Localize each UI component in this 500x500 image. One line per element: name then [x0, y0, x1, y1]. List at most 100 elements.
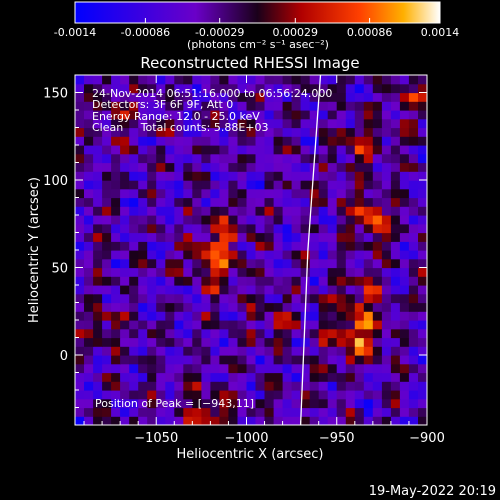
heatmap-cell: [309, 215, 320, 225]
heatmap-cell: [147, 302, 157, 312]
heatmap-cell: [372, 390, 383, 400]
heatmap-cell: [255, 241, 266, 251]
heatmap-cell: [102, 241, 112, 251]
heatmap-cell: [363, 127, 374, 137]
heatmap-cell: [327, 416, 338, 425]
heatmap-cell: [210, 75, 220, 85]
heatmap-cell: [336, 276, 347, 286]
heatmap-cell: [165, 285, 175, 295]
heatmap-cell: [120, 241, 130, 251]
heatmap-cells: [75, 75, 427, 425]
heatmap-cell: [381, 328, 392, 339]
heatmap-cell: [237, 223, 248, 234]
heatmap-cell: [192, 258, 202, 269]
heatmap-cell: [147, 145, 157, 155]
heatmap-cell: [237, 302, 248, 312]
heatmap-cell: [120, 171, 130, 181]
heatmap-cell: [183, 258, 193, 269]
heatmap-cell: [210, 320, 220, 330]
heatmap-cell: [418, 285, 427, 295]
heatmap-cell: [111, 118, 121, 129]
heatmap-cell: [399, 337, 410, 347]
heatmap-cell: [84, 355, 94, 365]
heatmap-cell: [147, 398, 157, 409]
heatmap-cell: [255, 83, 266, 94]
heatmap-cell: [120, 346, 130, 356]
heatmap-cell: [75, 302, 85, 312]
heatmap-cell: [147, 206, 157, 216]
heatmap-cell: [102, 171, 112, 181]
heatmap-cell: [111, 206, 121, 216]
heatmap-cell: [129, 75, 139, 85]
heatmap-cell: [255, 363, 266, 374]
heatmap-cell: [219, 372, 229, 382]
heatmap-cell: [237, 372, 248, 382]
annotation-energy-range: Energy Range: 12.0 - 25.0 keV: [92, 110, 260, 123]
heatmap-cell: [354, 258, 365, 269]
heatmap-cell: [201, 328, 211, 339]
heatmap-cell: [381, 267, 392, 277]
annotation-detectors: Detectors: 3F 6F 9F, Att 0: [92, 98, 233, 111]
heatmap-cell: [165, 328, 175, 339]
heatmap-cell: [111, 110, 121, 120]
heatmap-cell: [120, 92, 130, 102]
heatmap-cell: [165, 293, 175, 304]
heatmap-cell: [111, 363, 121, 374]
heatmap-cell: [318, 145, 329, 155]
heatmap-cell: [418, 83, 427, 94]
heatmap-cell: [273, 188, 284, 199]
heatmap-cell: [138, 416, 148, 425]
heatmap-cell: [129, 127, 139, 137]
heatmap-cell: [84, 407, 94, 417]
heatmap-cell: [300, 118, 311, 129]
heatmap-cell: [84, 136, 94, 146]
heatmap-cell: [318, 180, 329, 190]
heatmap-cell: [174, 215, 184, 225]
heatmap-cell: [201, 75, 211, 85]
heatmap-cell: [120, 293, 130, 304]
heatmap-cell: [282, 83, 293, 94]
heatmap-cell: [219, 407, 229, 417]
heatmap-cell: [228, 416, 238, 425]
heatmap-cell: [147, 328, 157, 339]
heatmap-cell: [327, 75, 338, 85]
heatmap-cell: [228, 101, 238, 111]
heatmap-cell: [147, 250, 157, 260]
heatmap-cell: [165, 232, 175, 242]
heatmap-cell: [363, 180, 374, 190]
heatmap-cell: [318, 285, 329, 295]
heatmap-cell: [165, 118, 175, 129]
heatmap-cell: [273, 258, 284, 269]
heatmap-cell: [418, 346, 427, 356]
x-tick-label: −1000: [224, 431, 268, 446]
heatmap-cell: [354, 162, 365, 172]
heatmap-cell: [183, 346, 193, 356]
heatmap-cell: [147, 407, 157, 417]
heatmap-cell: [354, 407, 365, 417]
heatmap-cell: [201, 363, 211, 374]
heatmap-cell: [165, 241, 175, 251]
heatmap-cell: [111, 197, 121, 207]
heatmap-cell: [75, 372, 85, 382]
heatmap-cell: [102, 258, 112, 269]
heatmap-cell: [282, 293, 293, 304]
heatmap-cell: [156, 145, 166, 155]
heatmap-cell: [399, 241, 410, 251]
colorbar-tick-label: -0.00029: [195, 26, 244, 39]
heatmap-cell: [165, 381, 175, 391]
heatmap-cell: [75, 145, 85, 155]
heatmap-cell: [309, 206, 320, 216]
heatmap-cell: [201, 355, 211, 365]
heatmap-cell: [138, 223, 148, 234]
heatmap-cell: [318, 293, 329, 304]
heatmap-cell: [327, 136, 338, 146]
heatmap-cell: [93, 381, 103, 391]
heatmap-cell: [418, 416, 427, 425]
heatmap-cell: [156, 276, 166, 286]
heatmap-cell: [408, 285, 419, 295]
heatmap-cell: [138, 328, 148, 339]
heatmap-cell: [399, 215, 410, 225]
heatmap-cell: [237, 363, 248, 374]
heatmap-cell: [390, 223, 401, 234]
heatmap-cell: [183, 276, 193, 286]
